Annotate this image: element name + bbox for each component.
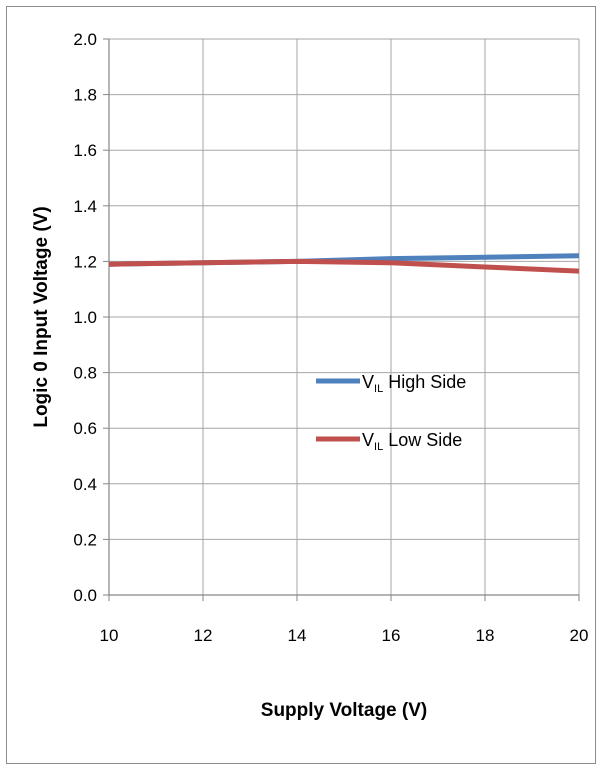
- x-tick-label: 14: [288, 626, 307, 645]
- y-tick-label: 1.6: [73, 141, 97, 160]
- x-axis-title: Supply Voltage (V): [261, 700, 427, 721]
- y-axis-title: Logic 0 Input Voltage (V): [31, 206, 52, 427]
- x-tick-label: 12: [194, 626, 213, 645]
- series-line-1: [108, 258, 580, 274]
- y-tick-label: 0.4: [73, 475, 97, 494]
- legend: VIL High Side VIL Low Side: [316, 372, 466, 453]
- y-tick-label: 1.0: [73, 308, 97, 327]
- x-tick-label: 16: [382, 626, 401, 645]
- y-tick-label: 1.4: [73, 197, 97, 216]
- x-axis-ticks: 10 12 14 16 18 20: [100, 595, 589, 645]
- y-tick-label: 1.8: [73, 86, 97, 105]
- series-lines: [108, 253, 580, 274]
- x-tick-label: 20: [570, 626, 589, 645]
- legend-label-1: VIL Low Side: [362, 430, 462, 453]
- y-axis-ticks: 0.0 0.2 0.4 0.6 0.8 1.0 1.2 1.4 1.6 1.8 2.0: [73, 30, 109, 605]
- y-tick-label: 0.2: [73, 530, 97, 549]
- grid: [108, 38, 580, 596]
- x-tick-label: 18: [476, 626, 495, 645]
- y-tick-label: 1.2: [73, 252, 97, 271]
- x-tick-label: 10: [100, 626, 119, 645]
- legend-label-0: VIL High Side: [362, 372, 466, 395]
- y-tick-label: 2.0: [73, 30, 97, 49]
- y-tick-label: 0.6: [73, 419, 97, 438]
- chart-frame: [6, 6, 596, 764]
- y-tick-label: 0.8: [73, 364, 97, 383]
- y-tick-label: 0.0: [73, 586, 97, 605]
